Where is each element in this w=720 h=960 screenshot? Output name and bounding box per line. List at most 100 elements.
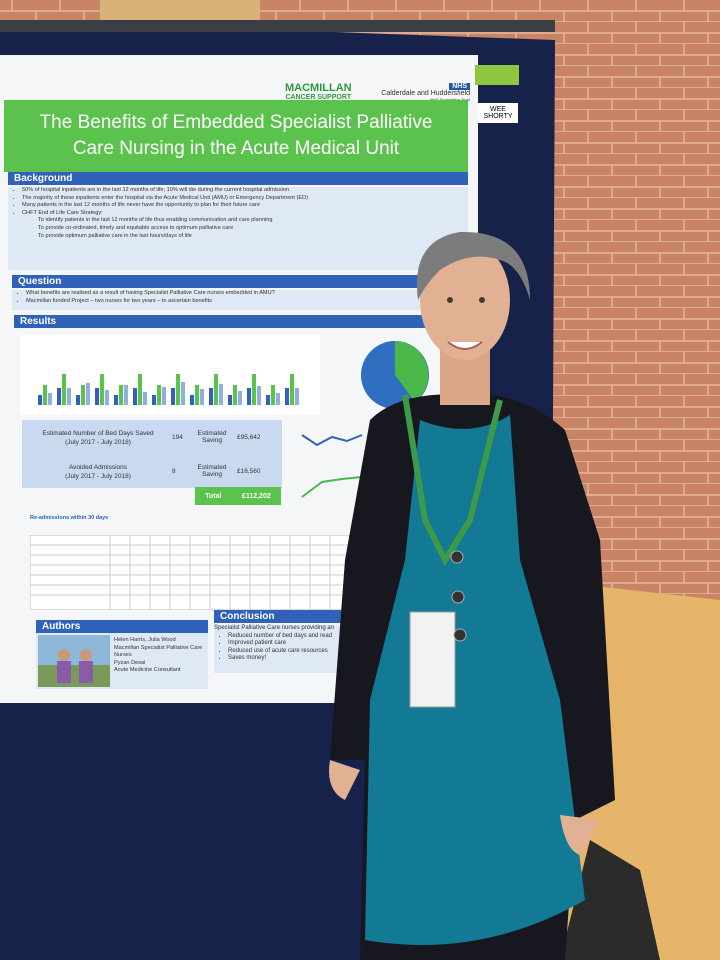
line-chart: [301, 434, 363, 498]
row-count: 8: [172, 468, 176, 475]
bar-decoration: [86, 383, 90, 405]
row-count: 194: [172, 434, 183, 441]
bar-decoration: [162, 387, 166, 405]
list-item: What benefits are realised as a result o…: [26, 290, 424, 298]
logo: MACMILLAN CANCER SUPPORT: [285, 83, 352, 103]
row-label: Avoided Admissions: [68, 464, 128, 471]
author-text: Helen Harris, Julia Wood Macmillan Speci…: [114, 637, 204, 675]
saving-value: £16,560: [237, 468, 261, 475]
list-item: To identify patients in the last 12 mont…: [38, 217, 273, 224]
saving-label: Estimated Saving: [197, 430, 227, 444]
bar-decoration: [114, 395, 118, 405]
list-item: Saves money!: [228, 655, 366, 663]
bar-decoration: [285, 388, 289, 405]
list-item: To provide co-ordinated, timely and equi…: [38, 224, 234, 231]
bar-decoration: [195, 385, 199, 405]
savings-table: Estimated Number of Bed Days Saved (July …: [22, 420, 282, 488]
row-label: Estimated Number of Bed Days Saved: [42, 430, 154, 437]
list: Reduced number of bed days and readImpro…: [214, 633, 366, 663]
bar-decoration: [119, 385, 123, 405]
bar-decoration: [133, 388, 137, 405]
logo: NHS Calderdale and Huddersfield NHS Foun…: [375, 83, 470, 102]
total-label: Total: [205, 492, 222, 500]
savings-row: Avoided Admissions (July 2017 - July 2018…: [22, 462, 282, 488]
list-item: Macmillan funded Project – two nurses fo…: [26, 298, 424, 306]
section-heading: Results: [14, 315, 426, 328]
section-heading: Authors: [36, 620, 208, 633]
section-body: What benefits are realised as a result o…: [12, 290, 424, 310]
bar-decoration: [138, 374, 142, 405]
bar-decoration: [143, 392, 147, 405]
bar-decoration: [157, 385, 161, 405]
list-item: The majority of these inpatients enter t…: [22, 195, 468, 203]
row-period: (July 2017 - July 2018): [65, 473, 131, 480]
bar-decoration: [295, 388, 299, 405]
section-heading: Background: [8, 172, 468, 185]
section-heading: Question: [12, 275, 424, 288]
list-item: To provide optimum palliative care in th…: [38, 232, 192, 239]
logo-text: NHS Foundation Trust: [375, 97, 470, 102]
row-period: (July 2017 - July 2018): [65, 439, 131, 446]
section-body: Helen Harris, Julia Wood Macmillan Speci…: [36, 633, 208, 689]
bar-decoration: [100, 374, 104, 405]
section-heading: Conclusion: [214, 610, 366, 623]
bar-decoration: [290, 374, 294, 405]
conclusion-intro: Specialist Palliative Care nurses provid…: [214, 625, 335, 631]
bar-decoration: [228, 395, 232, 405]
list: To identify patients in the last 12 mont…: [8, 217, 468, 240]
bar-decoration: [276, 393, 280, 405]
author-photo: [38, 635, 110, 687]
list-item: CHFT End of Life Care Strategy:: [22, 210, 468, 218]
list-item: 50% of hospital inpatients are in the la…: [22, 187, 468, 195]
bar-decoration: [152, 395, 156, 405]
logo-text: Calderdale and Huddersfield: [381, 90, 470, 97]
tag: WEE SHORTY: [478, 103, 518, 123]
bar-decoration: [62, 374, 66, 405]
list-item: Reduced use of acute care resources: [228, 648, 366, 656]
bar-decoration: [124, 385, 128, 405]
saving-value: £95,642: [237, 434, 261, 441]
bar-decoration: [219, 384, 223, 405]
total-value: £112,202: [241, 492, 271, 500]
bar-decoration: [238, 391, 242, 405]
bar-decoration: [271, 385, 275, 405]
bar-decoration: [48, 393, 52, 405]
logo-text: NHS: [449, 83, 470, 90]
bar-decoration: [266, 395, 270, 405]
bar-decoration: [105, 390, 109, 405]
bar-decoration: [76, 395, 80, 405]
list-item: Improved patient care: [228, 640, 366, 648]
bar-decoration: [247, 388, 251, 405]
bar-decoration: [200, 389, 204, 405]
bar-decoration: [214, 374, 218, 405]
bar-decoration: [257, 386, 261, 405]
savings-row: Estimated Number of Bed Days Saved (July …: [22, 428, 282, 454]
bar-decoration: [38, 395, 42, 405]
author-role: Macmillan Specialist Palliative Care Nur…: [114, 644, 203, 659]
table-caption: Re-admissions within 30 days: [30, 515, 109, 521]
author-names: Pyzan Desai: [114, 659, 146, 666]
results-charts: [20, 335, 429, 415]
bar-decoration: [190, 395, 194, 405]
readmission-table: [30, 535, 350, 610]
bar-decoration: [209, 388, 213, 405]
bar-decoration: [43, 385, 47, 405]
author-names: Helen Harris, Julia Wood: [114, 637, 176, 643]
bar-decoration: [252, 374, 256, 405]
bar-decoration: [95, 388, 99, 405]
bar-decoration: [81, 385, 85, 405]
bar-decoration: [181, 382, 185, 405]
list: What benefits are realised as a result o…: [12, 290, 424, 305]
bar-decoration: [57, 388, 61, 405]
total-row: Total £112,202: [195, 487, 281, 505]
logo-text: MACMILLAN: [285, 82, 352, 94]
list: 50% of hospital inpatients are in the la…: [8, 187, 468, 217]
poster-title: The Benefits of Embedded Specialist Pall…: [4, 100, 468, 172]
bar-decoration: [233, 385, 237, 405]
logo-text: CANCER SUPPORT: [285, 94, 352, 101]
author-role: Acute Medicine Consultant: [114, 667, 181, 674]
bar-decoration: [171, 388, 175, 405]
saving-label: Estimated Saving: [197, 464, 227, 478]
